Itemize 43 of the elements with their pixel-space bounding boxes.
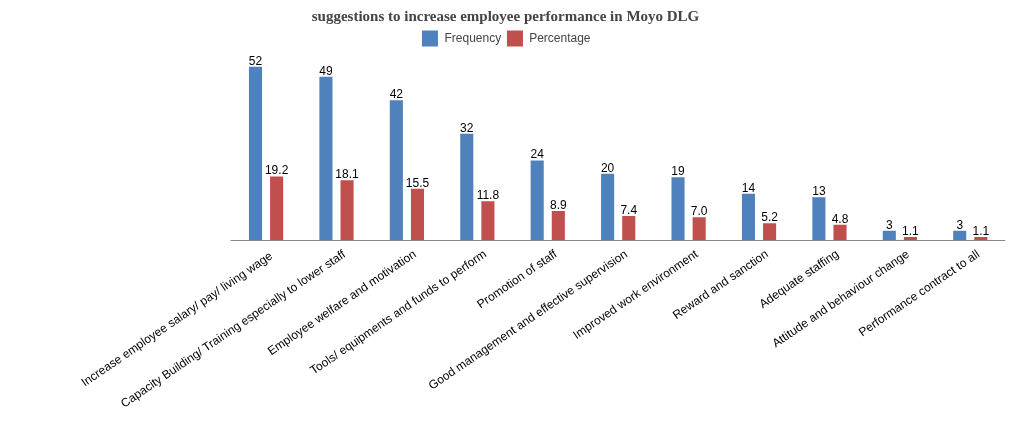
- data-label: 3: [885, 217, 893, 232]
- bar: [601, 173, 615, 241]
- data-label: 7.4: [620, 202, 638, 217]
- data-label: 24: [530, 147, 545, 162]
- bar: [340, 180, 354, 241]
- data-label: 7.0: [690, 204, 708, 219]
- data-label: 32: [460, 120, 474, 135]
- bar: [481, 201, 495, 241]
- bar: [460, 133, 474, 241]
- data-label: 11.8: [476, 188, 500, 203]
- data-label: 42: [389, 87, 404, 102]
- bar: [812, 197, 826, 241]
- bar: [551, 210, 565, 241]
- bar: [833, 224, 847, 241]
- bar: [270, 176, 284, 241]
- bar: [248, 66, 263, 241]
- bar: [530, 160, 544, 241]
- bar: [389, 100, 403, 241]
- legend-label: Frequency: [444, 31, 502, 45]
- data-label: 13: [812, 184, 826, 199]
- bar: [319, 76, 333, 241]
- data-label: 19.2: [264, 163, 289, 178]
- data-label: 4.8: [831, 211, 849, 226]
- bar: [763, 223, 777, 241]
- data-label: 1.1: [972, 224, 990, 239]
- bar: [692, 217, 706, 241]
- data-label: 5.2: [761, 210, 779, 225]
- data-label: 52: [248, 53, 263, 68]
- data-label: 49: [319, 63, 333, 78]
- bar: [741, 193, 756, 241]
- data-label: 15.5: [405, 175, 430, 190]
- data-label: 18.1: [335, 167, 360, 182]
- bar: [671, 177, 685, 241]
- data-label: 14: [741, 180, 756, 195]
- data-label: 1.1: [902, 224, 920, 239]
- legend-label: Percentage: [529, 31, 591, 45]
- data-label: 8.9: [549, 197, 567, 212]
- data-label: 3: [956, 217, 964, 232]
- chart-title: suggestions to increase employee performance in Moyo DLG: [311, 7, 700, 24]
- data-label: 19: [671, 164, 686, 179]
- data-label: 20: [600, 160, 615, 175]
- bar: [410, 188, 425, 241]
- bar: [622, 215, 636, 241]
